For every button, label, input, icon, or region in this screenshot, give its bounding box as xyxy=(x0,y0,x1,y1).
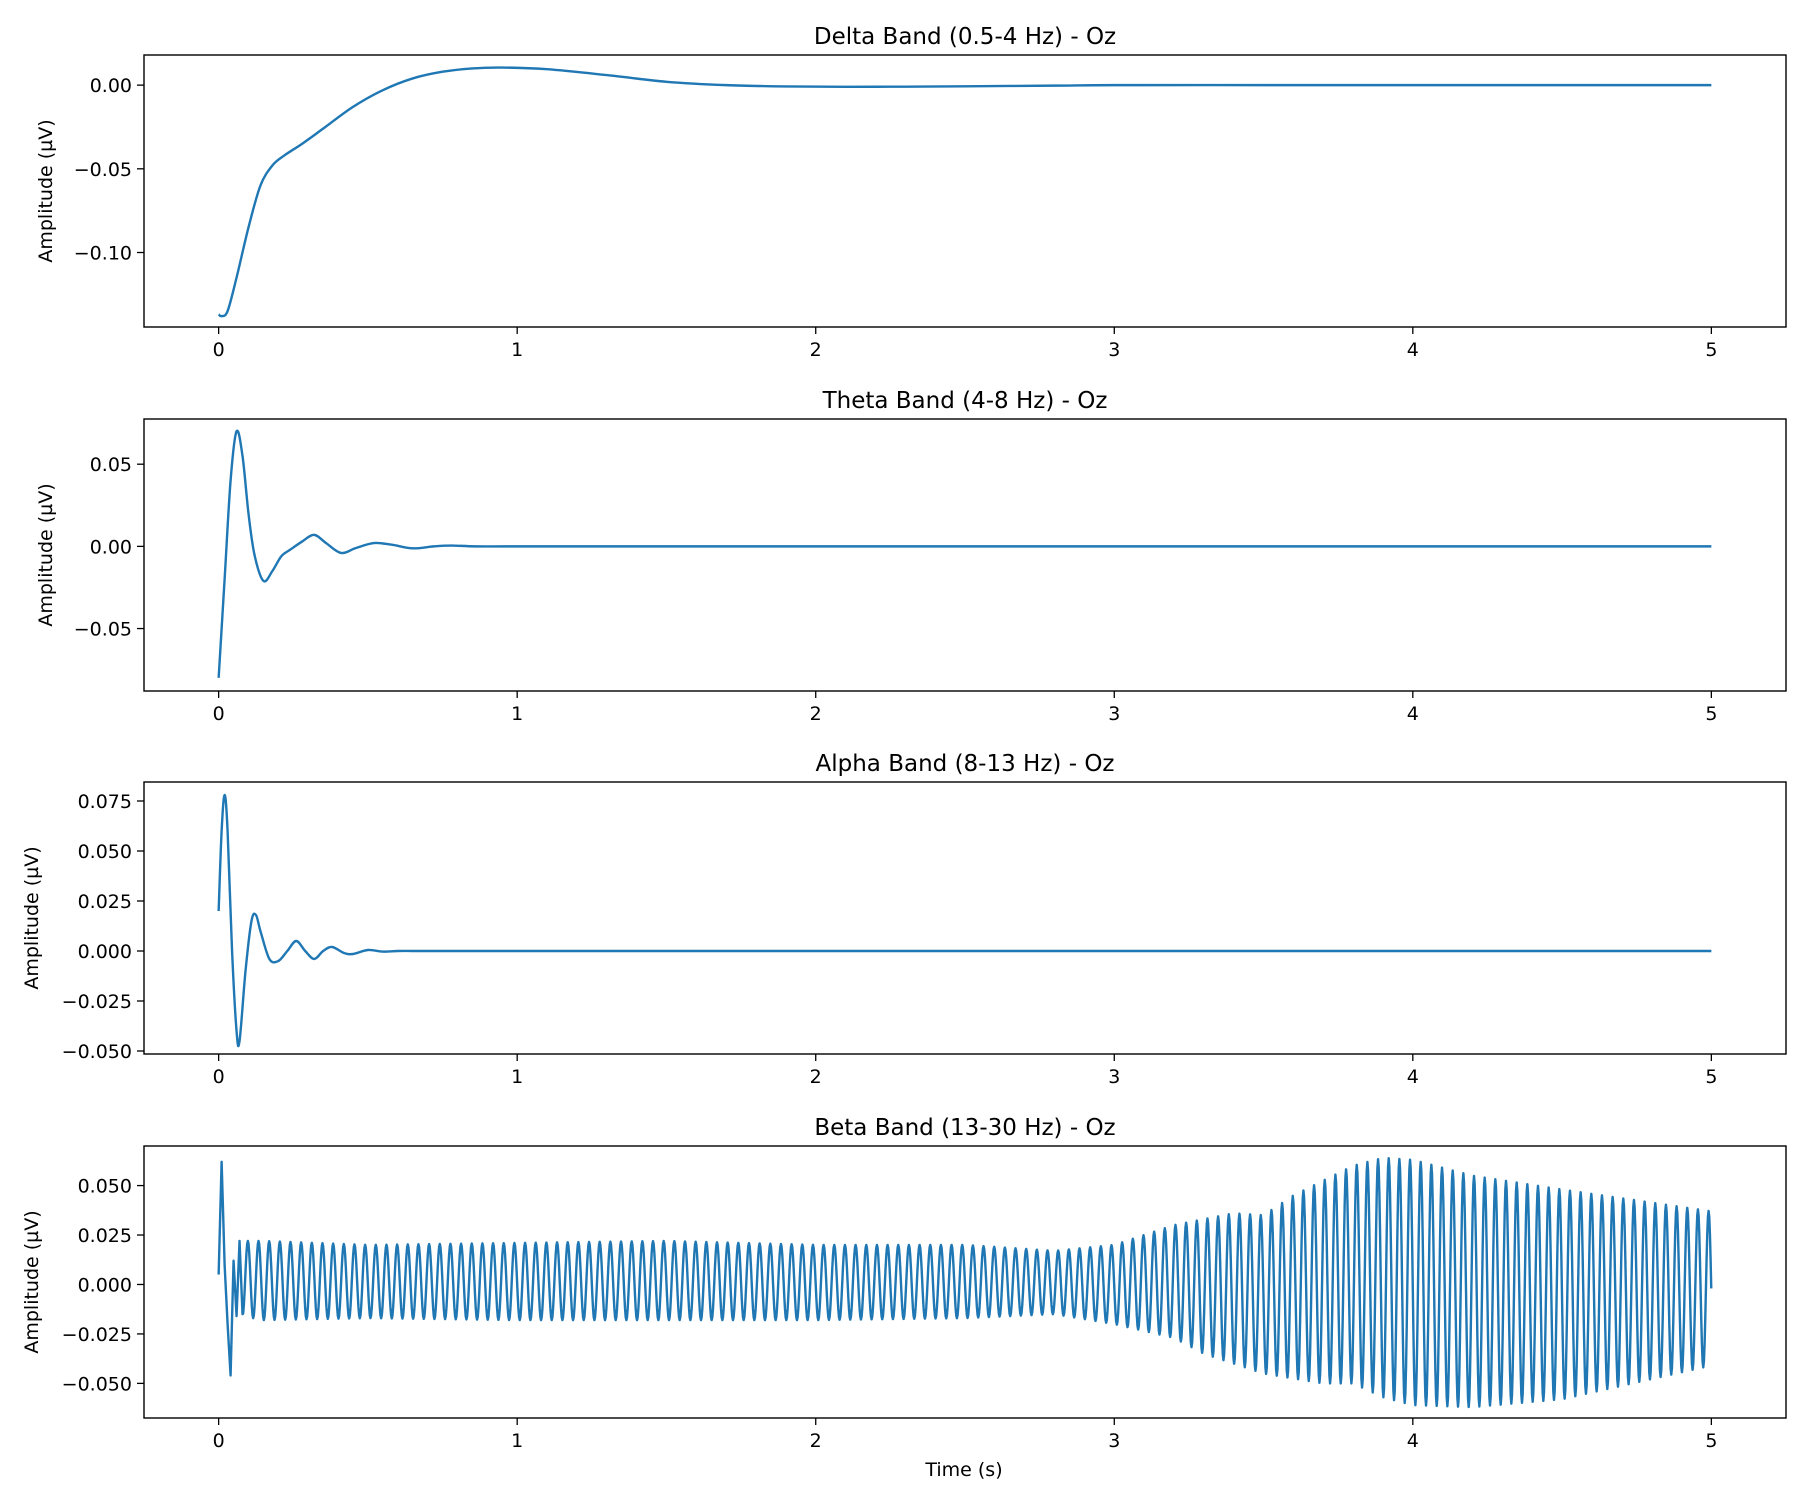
x-tick-label: 3 xyxy=(1108,1430,1120,1452)
x-tick-label: 3 xyxy=(1108,703,1120,725)
panel-title: Beta Band (13-30 Hz) - Oz xyxy=(814,1115,1115,1141)
x-tick-label: 2 xyxy=(810,1066,822,1088)
axes-frame xyxy=(143,418,1787,692)
x-tick-label: 1 xyxy=(511,703,523,725)
y-axis-label: Amplitude (µV) xyxy=(35,119,57,262)
y-axis-label: Amplitude (µV) xyxy=(35,483,57,626)
y-tick-label: 0.050 xyxy=(78,1176,132,1198)
y-tick-label: −0.05 xyxy=(74,619,132,641)
panel-1: Delta Band (0.5-4 Hz) - Oz Amplitude (µV)… xyxy=(35,24,1787,361)
panel-2: Theta Band (4-8 Hz) - Oz Amplitude (µV) 0 1… xyxy=(35,388,1787,725)
panel-title: Delta Band (0.5-4 Hz) - Oz xyxy=(814,24,1116,50)
y-tick-label: 0.05 xyxy=(90,454,132,476)
x-tick-label: 4 xyxy=(1407,1430,1419,1452)
x-tick-label: 5 xyxy=(1705,1430,1717,1452)
series-line xyxy=(217,66,1712,318)
panel-title: Theta Band (4-8 Hz) - Oz xyxy=(822,388,1108,414)
y-tick-label: 0.000 xyxy=(78,941,132,963)
x-tick-label: 0 xyxy=(213,1066,225,1088)
y-tick-label: 0.000 xyxy=(78,1274,132,1296)
x-tick-label: 1 xyxy=(511,1430,523,1452)
y-tick-label: 0.025 xyxy=(78,1225,132,1247)
y-tick-label: −0.05 xyxy=(74,159,132,181)
axes-frame xyxy=(143,54,1787,328)
x-tick-label: 2 xyxy=(810,339,822,361)
y-tick-label: −0.050 xyxy=(62,1041,132,1063)
x-tick-label: 0 xyxy=(213,703,225,725)
y-tick-label: 0.00 xyxy=(90,75,132,97)
x-tick-label: 1 xyxy=(511,339,523,361)
x-tick-label: 1 xyxy=(511,1066,523,1088)
x-tick-label: 3 xyxy=(1108,1066,1120,1088)
y-tick-label: −0.050 xyxy=(62,1373,132,1395)
y-axis-label: Amplitude (µV) xyxy=(21,846,43,989)
y-tick-label: 0.00 xyxy=(90,536,132,558)
x-tick-label: 5 xyxy=(1705,339,1717,361)
y-tick-label: 0.050 xyxy=(78,841,132,863)
x-tick-label: 4 xyxy=(1407,1066,1419,1088)
series-line xyxy=(217,429,1712,678)
series-line xyxy=(217,793,1712,1048)
x-tick-label: 2 xyxy=(810,1430,822,1452)
x-tick-label: 5 xyxy=(1705,703,1717,725)
panels: Delta Band (0.5-4 Hz) - Oz Amplitude (µV)… xyxy=(21,24,1787,1452)
x-tick-label: 4 xyxy=(1407,703,1419,725)
x-axis-label: Time (s) xyxy=(924,1459,1002,1481)
y-tick-label: −0.10 xyxy=(74,243,132,265)
y-axis-label: Amplitude (µV) xyxy=(21,1210,43,1353)
x-tick-label: 5 xyxy=(1705,1066,1717,1088)
x-tick-label: 0 xyxy=(213,1430,225,1452)
axes-frame xyxy=(143,781,1787,1055)
x-tick-label: 0 xyxy=(213,339,225,361)
panel-4: Beta Band (13-30 Hz) - Oz Amplitude (µV) 0… xyxy=(21,1115,1787,1452)
series-line xyxy=(217,1157,1713,1409)
y-tick-label: 0.075 xyxy=(78,791,132,813)
panel-title: Alpha Band (8-13 Hz) - Oz xyxy=(816,751,1115,777)
panel-3: Alpha Band (8-13 Hz) - Oz Amplitude (µV) 0… xyxy=(21,751,1787,1088)
x-tick-label: 4 xyxy=(1407,339,1419,361)
y-tick-label: −0.025 xyxy=(62,1324,132,1346)
axes-frame xyxy=(143,1145,1787,1419)
x-tick-label: 2 xyxy=(810,703,822,725)
y-tick-label: 0.025 xyxy=(78,891,132,913)
x-tick-label: 3 xyxy=(1108,339,1120,361)
y-tick-label: −0.025 xyxy=(62,991,132,1013)
